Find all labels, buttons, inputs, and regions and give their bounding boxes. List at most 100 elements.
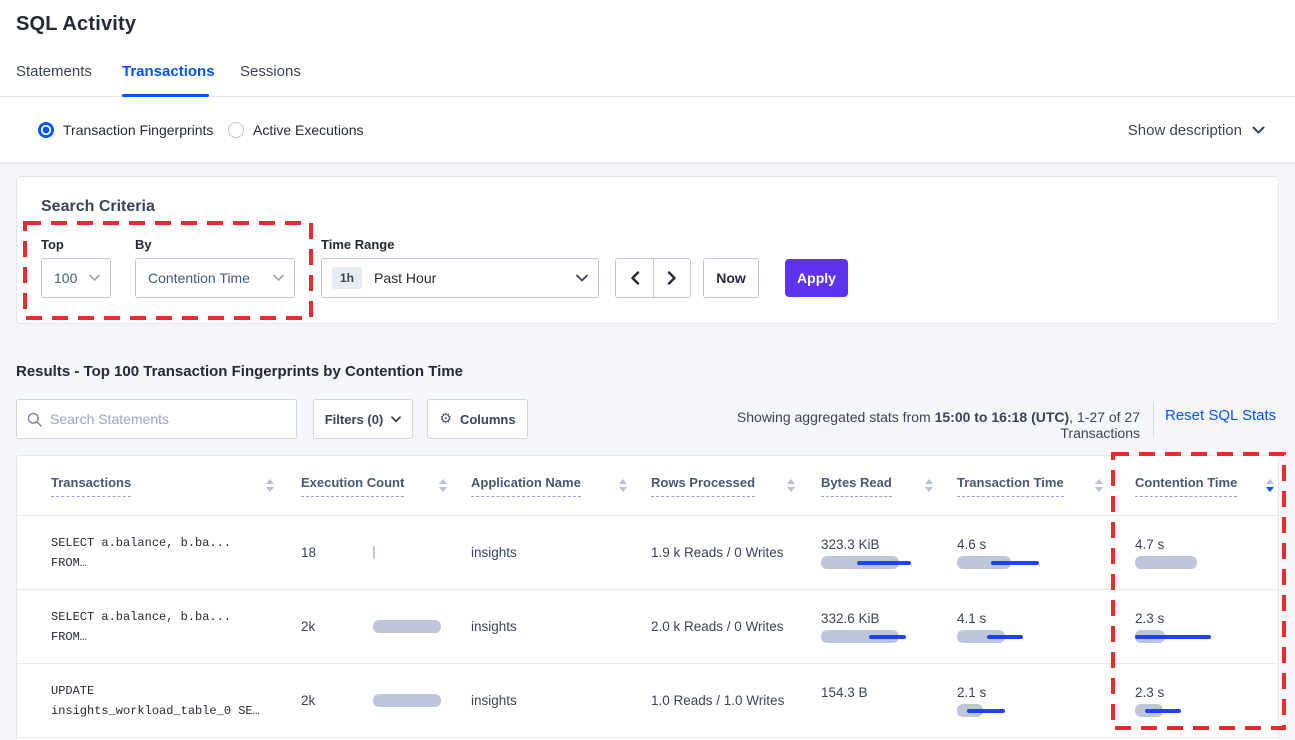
contention-time-cell: 2.3 s	[1135, 685, 1278, 717]
apply-button[interactable]: Apply	[785, 259, 848, 297]
transaction-time-bar	[957, 555, 1135, 569]
execution-count-cell: 2k	[301, 619, 471, 634]
rows-processed-cell: 1.9 k Reads / 0 Writes	[651, 545, 784, 560]
top-select[interactable]: 100	[41, 258, 111, 298]
stats-summary: Showing aggregated stats from 15:00 to 1…	[686, 409, 1140, 441]
column-header-transactions[interactable]: Transactions	[51, 475, 301, 497]
table-row[interactable]: SELECT a.balance, b.ba... FROM… 2k insig…	[17, 590, 1278, 664]
chevron-down-icon	[391, 415, 402, 423]
column-label: Contention Time	[1135, 475, 1238, 497]
next-time-button[interactable]	[653, 258, 691, 298]
query-cell[interactable]: SELECT a.balance, b.ba... FROM…	[51, 533, 301, 573]
top-label: Top	[41, 237, 64, 252]
sort-icon-active-desc[interactable]	[1266, 479, 1274, 492]
chevron-right-icon	[667, 271, 677, 285]
column-header-execution-count[interactable]: Execution Count	[301, 475, 471, 497]
toolbar-divider	[1153, 401, 1154, 437]
bytes-read-cell: 323.3 KiB	[821, 537, 957, 569]
bytes-read-cell: 154.3 B	[821, 685, 957, 717]
table-header-row: Transactions Execution Count Application…	[17, 456, 1278, 516]
tab-statements[interactable]: Statements	[16, 63, 92, 80]
query-cell[interactable]: UPDATE insights_workload_table_0 SE…	[51, 681, 301, 721]
chevron-down-icon	[1252, 126, 1265, 135]
transaction-time-value: 2.1 s	[957, 684, 987, 700]
contention-time-bar	[1135, 555, 1278, 569]
time-range-label: Time Range	[321, 237, 395, 252]
bytes-read-bar	[821, 629, 957, 643]
chevron-down-icon	[576, 274, 588, 282]
column-header-bytes-read[interactable]: Bytes Read	[821, 475, 957, 497]
query-cell[interactable]: SELECT a.balance, b.ba... FROM…	[51, 607, 301, 647]
tab-transactions[interactable]: Transactions	[122, 63, 215, 80]
now-button[interactable]: Now	[703, 258, 759, 298]
transaction-time-bar	[957, 703, 1135, 717]
time-range-select[interactable]: 1h Past Hour	[321, 258, 599, 298]
filters-label: Filters (0)	[324, 411, 384, 427]
column-header-rows-processed[interactable]: Rows Processed	[651, 475, 821, 497]
query-line-1: SELECT a.balance, b.ba...	[51, 609, 232, 624]
transaction-time-value: 4.6 s	[957, 536, 987, 552]
view-toggle-row: Transaction Fingerprints Active Executio…	[0, 97, 1295, 163]
sort-icon[interactable]	[266, 479, 274, 492]
column-header-transaction-time[interactable]: Transaction Time	[957, 475, 1135, 497]
time-nav-group	[615, 258, 691, 298]
reset-sql-stats-link[interactable]: Reset SQL Stats	[1165, 407, 1277, 424]
table-row[interactable]: UPDATE insights_workload_table_0 SE… 2k …	[17, 664, 1278, 738]
sort-icon[interactable]	[1095, 479, 1103, 492]
column-label: Transaction Time	[957, 475, 1064, 497]
page-title: SQL Activity	[16, 13, 137, 35]
sort-icon[interactable]	[619, 479, 627, 492]
bytes-read-cell: 332.6 KiB	[821, 611, 957, 643]
top-band: SQL Activity Statements Transactions Ses…	[0, 0, 1295, 163]
time-range-badge: 1h	[332, 267, 363, 289]
execution-count-bar	[373, 694, 471, 707]
show-description-label: Show description	[1127, 121, 1242, 139]
active-tab-underline	[122, 94, 209, 97]
column-header-contention-time[interactable]: Contention Time	[1135, 475, 1278, 497]
application-name-cell: insights	[471, 619, 517, 634]
contention-time-bar	[1135, 703, 1278, 717]
gear-icon: ⚙	[439, 411, 452, 427]
sort-icon[interactable]	[787, 479, 795, 492]
radio-unselected-icon	[228, 122, 244, 138]
query-line-1: SELECT a.balance, b.ba...	[51, 535, 232, 550]
search-input[interactable]	[50, 411, 286, 427]
transaction-time-bar	[957, 629, 1135, 643]
sort-icon[interactable]	[925, 479, 933, 492]
by-select[interactable]: Contention Time	[135, 258, 295, 298]
query-line-2: FROM…	[51, 629, 88, 644]
table-row[interactable]: SELECT a.balance, b.ba... FROM… 18 insig…	[17, 516, 1278, 590]
show-description-toggle[interactable]: Show description	[1128, 97, 1265, 163]
transaction-time-cell: 4.1 s	[957, 611, 1135, 643]
contention-time-cell: 2.3 s	[1135, 611, 1278, 643]
bytes-read-bar	[821, 555, 957, 569]
chevron-left-icon	[630, 271, 640, 285]
application-name-cell: insights	[471, 693, 517, 708]
contention-time-value: 4.7 s	[1135, 536, 1165, 552]
tabs-divider	[0, 96, 1295, 97]
prev-time-button[interactable]	[615, 258, 653, 298]
tab-sessions[interactable]: Sessions	[240, 63, 301, 80]
contention-time-bar	[1135, 629, 1278, 643]
contention-time-value: 2.3 s	[1135, 684, 1165, 700]
column-header-application-name[interactable]: Application Name	[471, 475, 651, 497]
execution-count-cell: 2k	[301, 693, 471, 708]
sort-icon[interactable]	[439, 479, 447, 492]
execution-count-bar	[373, 620, 471, 633]
column-label: Transactions	[51, 475, 132, 497]
columns-button[interactable]: ⚙ Columns	[427, 399, 528, 439]
bytes-read-value: 332.6 KiB	[821, 610, 880, 626]
bytes-read-value: 323.3 KiB	[821, 536, 880, 552]
radio-label: Active Executions	[253, 122, 364, 138]
column-label: Execution Count	[301, 475, 405, 497]
search-icon	[27, 412, 42, 427]
transaction-time-value: 4.1 s	[957, 610, 987, 626]
radio-transaction-fingerprints[interactable]: Transaction Fingerprints	[38, 97, 213, 163]
filters-button[interactable]: Filters (0)	[313, 399, 413, 439]
query-line-2: insights_workload_table_0 SE…	[51, 703, 260, 718]
stats-suffix: , 1-27 of 27 Transactions	[1060, 409, 1140, 441]
contention-time-cell: 4.7 s	[1135, 537, 1278, 569]
radio-active-executions[interactable]: Active Executions	[228, 97, 364, 163]
top-select-value: 100	[54, 270, 78, 286]
bytes-read-value: 154.3 B	[821, 684, 868, 700]
